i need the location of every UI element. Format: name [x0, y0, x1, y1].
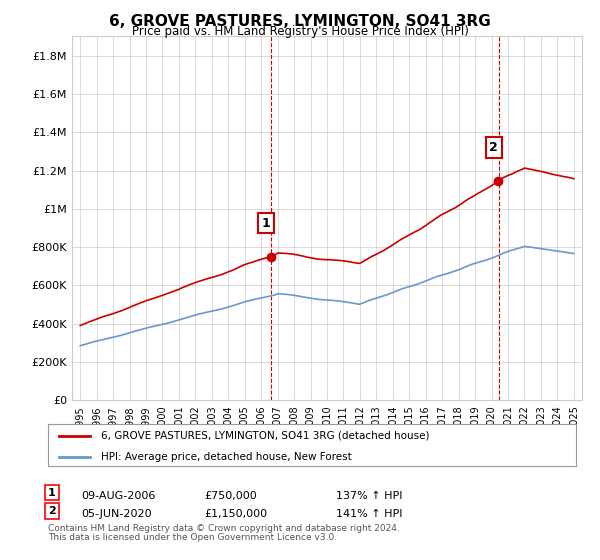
- Text: £750,000: £750,000: [204, 491, 257, 501]
- Text: 137% ↑ HPI: 137% ↑ HPI: [336, 491, 403, 501]
- Text: This data is licensed under the Open Government Licence v3.0.: This data is licensed under the Open Gov…: [48, 533, 337, 543]
- Text: £1,150,000: £1,150,000: [204, 509, 267, 519]
- Text: HPI: Average price, detached house, New Forest: HPI: Average price, detached house, New …: [101, 452, 352, 461]
- Text: 141% ↑ HPI: 141% ↑ HPI: [336, 509, 403, 519]
- Text: 2: 2: [48, 506, 56, 516]
- Text: Contains HM Land Registry data © Crown copyright and database right 2024.: Contains HM Land Registry data © Crown c…: [48, 524, 400, 533]
- Text: 2: 2: [489, 141, 498, 154]
- Text: 1: 1: [262, 217, 271, 230]
- Text: Price paid vs. HM Land Registry's House Price Index (HPI): Price paid vs. HM Land Registry's House …: [131, 25, 469, 38]
- Text: 6, GROVE PASTURES, LYMINGTON, SO41 3RG: 6, GROVE PASTURES, LYMINGTON, SO41 3RG: [109, 14, 491, 29]
- Text: 6, GROVE PASTURES, LYMINGTON, SO41 3RG (detached house): 6, GROVE PASTURES, LYMINGTON, SO41 3RG (…: [101, 431, 430, 441]
- Text: 1: 1: [48, 488, 56, 498]
- Text: 09-AUG-2006: 09-AUG-2006: [81, 491, 155, 501]
- Text: 05-JUN-2020: 05-JUN-2020: [81, 509, 152, 519]
